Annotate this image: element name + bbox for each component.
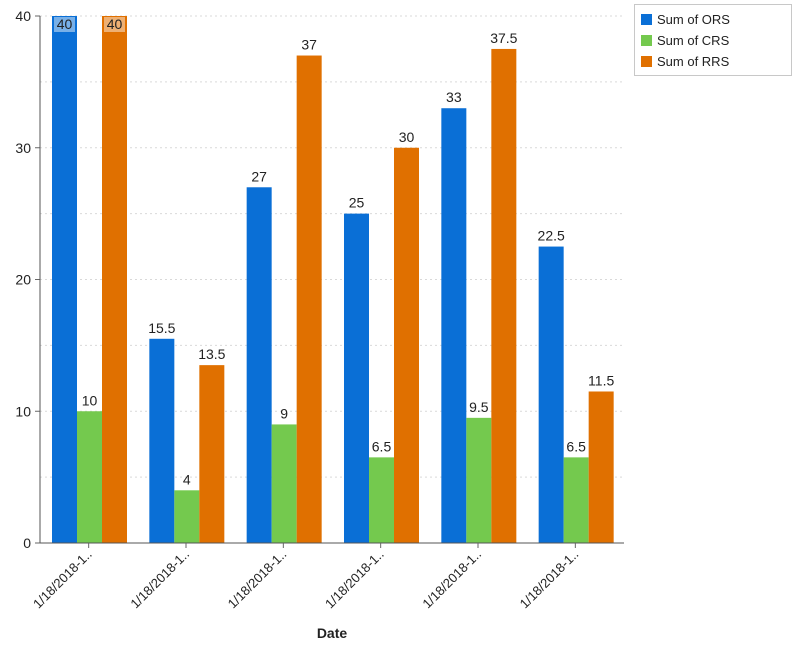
bar-rrs-5 — [491, 48, 517, 543]
bar-crs-5 — [466, 417, 492, 543]
bar-crs-1 — [77, 411, 102, 543]
y-tick-label: 20 — [15, 272, 31, 288]
data-label-rrs-1: 40 — [107, 16, 123, 32]
bar-ors-3 — [246, 187, 272, 543]
x-tick-label-2: 1/18/2018-1.. — [127, 547, 192, 612]
data-label-ors-5: 33 — [446, 89, 462, 105]
bar-ors-2 — [149, 338, 175, 543]
data-label-crs-5: 9.5 — [469, 399, 489, 415]
data-label-crs-4: 6.5 — [372, 438, 392, 454]
y-tick-label: 10 — [15, 403, 31, 419]
data-label-rrs-3: 37 — [301, 37, 317, 53]
y-tick-label: 40 — [15, 8, 31, 24]
bar-rrs-4 — [394, 147, 419, 543]
legend-label-ors: Sum of ORS — [657, 12, 730, 27]
bar-ors-4 — [344, 213, 369, 543]
bar-rrs-3 — [296, 55, 322, 544]
legend-item-rrs[interactable]: Sum of RRS — [641, 51, 785, 72]
legend-swatch-ors — [641, 14, 652, 25]
data-label-bg — [104, 17, 125, 32]
data-label-bg — [54, 17, 75, 32]
data-label-ors-1: 40 — [57, 16, 73, 32]
bar-crs-6 — [563, 457, 589, 543]
data-label-crs-3: 9 — [280, 405, 288, 421]
y-tick-label: 0 — [23, 535, 31, 551]
bar-crs-4 — [369, 457, 394, 543]
x-tick-label-6: 1/18/2018-1.. — [517, 547, 582, 612]
x-tick-label-4: 1/18/2018-1.. — [322, 547, 387, 612]
bar-crs-2 — [174, 490, 200, 543]
data-label-crs-2: 4 — [183, 471, 191, 487]
data-label-ors-2: 15.5 — [148, 320, 175, 336]
data-label-rrs-5: 37.5 — [490, 30, 517, 46]
data-label-ors-3: 27 — [251, 168, 267, 184]
data-label-rrs-2: 13.5 — [198, 346, 225, 362]
bar-ors-1 — [52, 16, 77, 543]
legend-swatch-crs — [641, 35, 652, 46]
legend-label-rrs: Sum of RRS — [657, 54, 730, 69]
bar-rrs-1 — [102, 16, 127, 543]
bar-ors-6 — [538, 246, 564, 543]
data-label-ors-4: 25 — [349, 195, 365, 211]
data-label-crs-1: 10 — [82, 392, 98, 408]
y-tick-label: 30 — [15, 140, 31, 156]
x-tick-label-1: 1/18/2018-1.. — [30, 547, 95, 612]
chart-legend: Sum of ORS Sum of CRS Sum of RRS — [634, 4, 792, 76]
data-label-ors-6: 22.5 — [538, 228, 565, 244]
legend-item-crs[interactable]: Sum of CRS — [641, 30, 785, 51]
bar-rrs-6 — [588, 391, 614, 543]
legend-swatch-rrs — [641, 56, 652, 67]
x-tick-label-3: 1/18/2018-1.. — [225, 547, 290, 612]
data-label-rrs-6: 11.5 — [588, 372, 614, 388]
x-tick-label-5: 1/18/2018-1.. — [419, 547, 484, 612]
legend-item-ors[interactable]: Sum of ORS — [641, 9, 785, 30]
bar-rrs-2 — [199, 365, 225, 543]
data-label-rrs-4: 30 — [399, 129, 415, 145]
bar-crs-3 — [271, 424, 297, 543]
bar-ors-5 — [441, 108, 467, 543]
data-label-crs-6: 6.5 — [566, 438, 586, 454]
x-axis-title: Date — [317, 625, 348, 641]
legend-label-crs: Sum of CRS — [657, 33, 730, 48]
